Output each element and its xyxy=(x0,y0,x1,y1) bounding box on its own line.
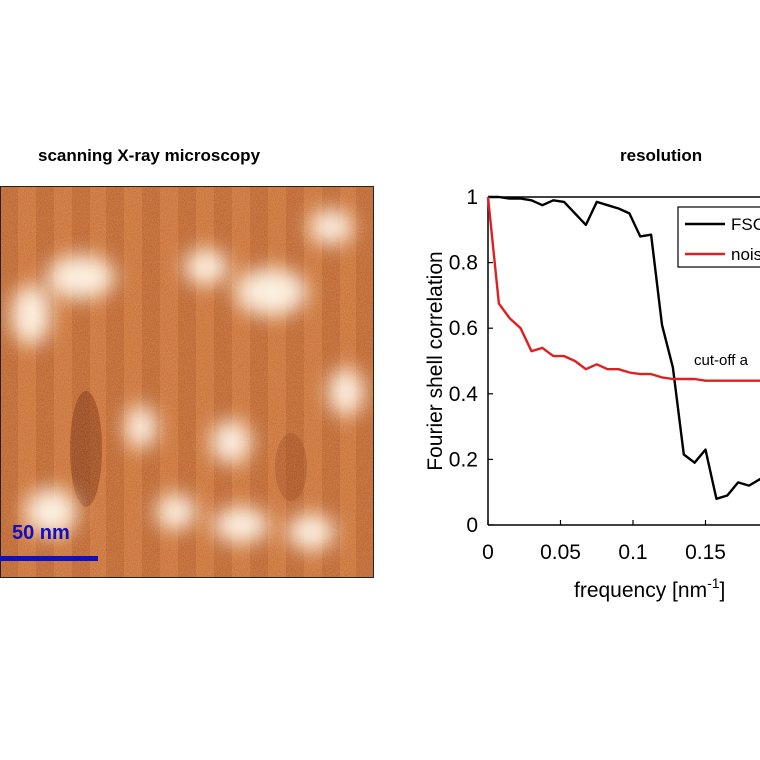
microscopy-image xyxy=(0,186,374,578)
x-axis-label-main: frequency [nm xyxy=(574,579,707,602)
x-tick-label: 0 xyxy=(482,541,494,564)
x-axis-label-sup: -1 xyxy=(707,575,720,591)
y-tick-label: 0.8 xyxy=(449,252,478,275)
scale-bar xyxy=(0,556,98,561)
legend: FSC nois xyxy=(677,206,760,268)
y-tick-label: 1 xyxy=(466,186,478,209)
noise-threshold-line xyxy=(486,196,760,382)
y-axis-label: Fourier shell correlation xyxy=(424,251,447,470)
y-tick-label: 0 xyxy=(466,514,478,537)
cutoff-annotation: cut-off a xyxy=(694,352,749,369)
legend-box xyxy=(677,206,760,268)
legend-label: FSC xyxy=(731,215,760,234)
chart-title: resolution xyxy=(620,146,703,165)
x-tick-label: 0.15 xyxy=(685,541,726,564)
x-axis-label: frequency [nm-1] xyxy=(574,575,725,602)
x-tick-label: 0.1 xyxy=(618,541,647,564)
x-axis-label-end: ] xyxy=(720,579,726,602)
fsc-line xyxy=(488,195,760,500)
y-tick-label: 0.4 xyxy=(449,383,479,406)
microscopy-title: scanning X-ray microscopy xyxy=(38,146,261,165)
legend-label: nois xyxy=(731,245,760,264)
x-tick-label: 0.05 xyxy=(540,541,581,564)
microscopy-image-svg xyxy=(1,187,373,577)
y-tick-label: 0.2 xyxy=(449,448,478,471)
scale-bar-label: 50 nm xyxy=(12,522,70,544)
y-tick-label: 0.6 xyxy=(449,317,478,340)
